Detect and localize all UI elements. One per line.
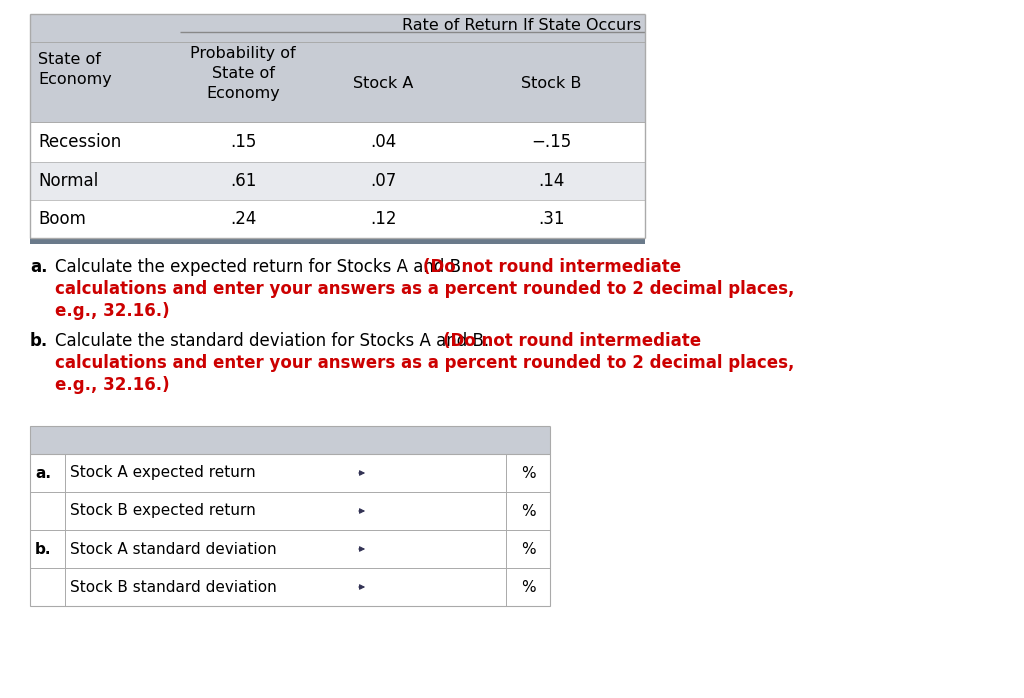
Bar [30,238,645,244]
Text: Probability of: Probability of [190,46,296,61]
Text: a.: a. [30,258,47,276]
Text: Calculate the expected return for Stocks A and B.: Calculate the expected return for Stocks… [55,258,471,276]
Text: .24: .24 [229,210,256,228]
Text: .61: .61 [229,172,256,190]
Bar [30,492,550,530]
Bar [30,454,550,492]
Bar [30,14,645,42]
Text: a.: a. [35,466,51,480]
Text: .14: .14 [538,172,564,190]
Bar [30,122,645,162]
Text: b.: b. [30,332,48,350]
Text: −.15: −.15 [530,133,571,151]
Text: Stock A standard deviation: Stock A standard deviation [70,542,276,556]
Text: .12: .12 [370,210,396,228]
Text: Recession: Recession [38,133,121,151]
Bar [30,162,645,200]
Text: calculations and enter your answers as a percent rounded to 2 decimal places,: calculations and enter your answers as a… [55,280,795,298]
Text: (Do not round intermediate: (Do not round intermediate [423,258,681,276]
Text: Economy: Economy [206,86,280,101]
Bar [30,426,550,454]
Text: Stock A expected return: Stock A expected return [70,466,256,480]
Text: %: % [520,579,536,595]
Text: State of: State of [38,52,101,67]
Text: Boom: Boom [38,210,86,228]
Text: .31: .31 [538,210,564,228]
Text: %: % [520,466,536,480]
Text: State of: State of [212,66,274,81]
Text: e.g., 32.16.): e.g., 32.16.) [55,376,170,394]
Text: %: % [520,503,536,519]
Bar [30,568,550,606]
Text: b.: b. [35,542,51,556]
Text: Economy: Economy [38,72,112,87]
Text: Normal: Normal [38,172,98,190]
Text: calculations and enter your answers as a percent rounded to 2 decimal places,: calculations and enter your answers as a… [55,354,795,372]
Text: e.g., 32.16.): e.g., 32.16.) [55,302,170,320]
Text: Stock B standard deviation: Stock B standard deviation [70,579,276,595]
Text: (Do not round intermediate: (Do not round intermediate [443,332,701,350]
Text: Calculate the standard deviation for Stocks A and B.: Calculate the standard deviation for Sto… [55,332,495,350]
Text: Stock B: Stock B [521,76,582,91]
Text: .07: .07 [370,172,396,190]
Text: Rate of Return If State Occurs: Rate of Return If State Occurs [401,18,641,33]
Text: .15: .15 [229,133,256,151]
Bar [30,530,550,568]
Text: Stock B expected return: Stock B expected return [70,503,256,519]
Text: Stock A: Stock A [353,76,414,91]
Text: %: % [520,542,536,556]
Bar [30,42,645,122]
Text: .04: .04 [370,133,396,151]
Bar [30,200,645,238]
